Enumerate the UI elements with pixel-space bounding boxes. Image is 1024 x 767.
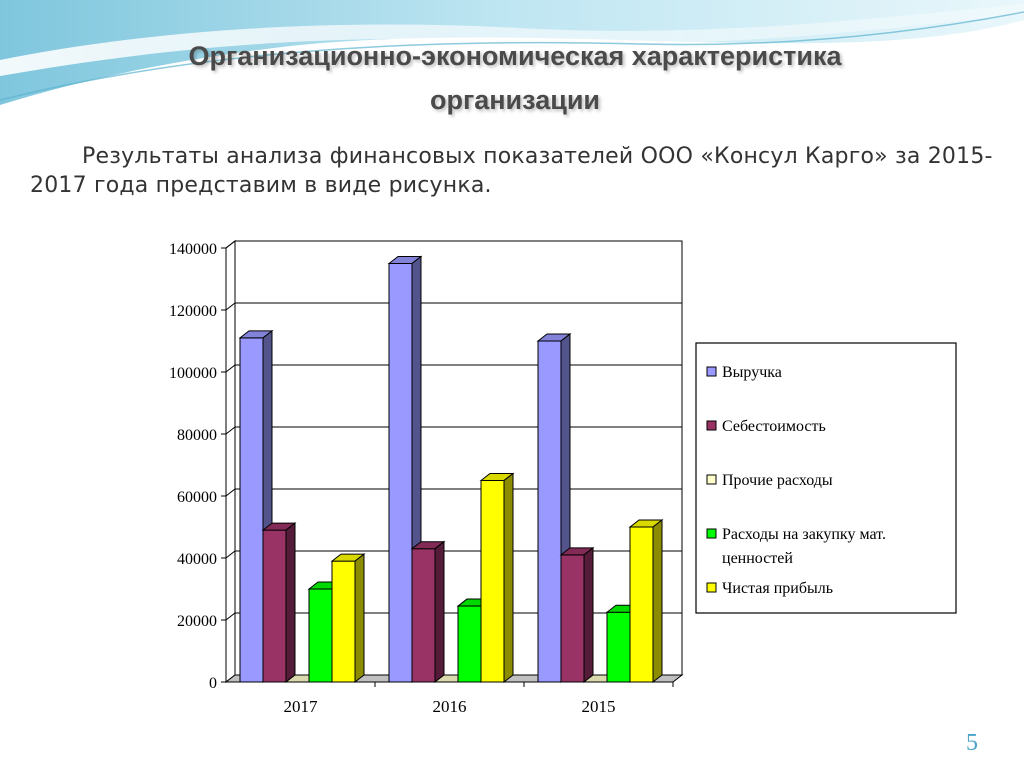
bar-front xyxy=(606,611,631,683)
bar-front xyxy=(560,554,585,683)
legend-item: Прочие расходы xyxy=(706,472,833,489)
bar-front xyxy=(262,529,287,683)
bar-front xyxy=(239,337,264,683)
bar-side xyxy=(285,522,296,684)
gridline xyxy=(225,240,682,249)
bar-side xyxy=(434,540,445,684)
bar-side xyxy=(652,518,663,684)
legend-label: Расходы на закупку мат. ценностей xyxy=(722,526,886,567)
bar-front xyxy=(308,588,333,683)
header-wave xyxy=(0,0,1024,105)
y-tick-label: 60000 xyxy=(177,489,217,506)
bar xyxy=(330,553,366,684)
y-tick-label: 20000 xyxy=(177,613,217,630)
y-tick-label: 100000 xyxy=(169,365,217,382)
slide-title: Организационно-экономическая характерист… xyxy=(80,34,950,122)
legend-label: Выручка xyxy=(722,364,782,381)
bar-front xyxy=(537,340,562,683)
gridline xyxy=(225,302,682,311)
bar xyxy=(479,472,515,684)
bar xyxy=(410,540,446,684)
bar xyxy=(559,546,595,684)
bar-front xyxy=(457,605,482,683)
legend-label: Прочие расходы xyxy=(722,472,833,489)
x-tick-label: 2015 xyxy=(582,697,616,716)
gridline xyxy=(225,612,682,621)
y-tick-label: 80000 xyxy=(177,427,217,444)
legend-item: Себестоимость xyxy=(706,418,826,435)
chart-side-wall xyxy=(225,239,236,684)
chart-axes: 0 20000 40000 60000 80000 100000 120000 140000 2… xyxy=(169,241,674,716)
legend-item: Выручка xyxy=(706,364,782,381)
page-number: 5 xyxy=(966,730,978,756)
chart-bars xyxy=(238,255,664,684)
y-tick-label: 40000 xyxy=(177,551,217,568)
gridline xyxy=(225,364,682,373)
gridline xyxy=(225,550,682,559)
legend-item: Расходы на закупку мат. ценностей xyxy=(706,526,886,567)
legend-label: Чистая прибыль xyxy=(722,580,833,597)
legend-swatch xyxy=(706,420,717,431)
intro-text: Результаты анализа финансовых показателе… xyxy=(30,144,993,198)
y-tick-label: 120000 xyxy=(169,303,217,320)
bar-front xyxy=(480,480,505,683)
bar-front xyxy=(331,560,356,683)
bar xyxy=(261,522,297,684)
bar xyxy=(628,518,664,684)
bar-front xyxy=(388,263,413,683)
legend-item: Чистая прибыль xyxy=(706,580,833,597)
legend-label: Себестоимость xyxy=(722,418,826,435)
legend-box xyxy=(695,342,957,614)
y-tick-label: 140000 xyxy=(169,241,217,258)
chart-legend: Выручка Себестоимость Прочие расходы Расход… xyxy=(695,342,957,614)
legend-swatch xyxy=(706,528,717,539)
bar-side xyxy=(503,472,514,684)
legend-swatch xyxy=(706,366,717,377)
slide-title-line1: Организационно-экономическая характерист… xyxy=(188,41,842,71)
legend-swatch xyxy=(706,474,717,485)
bar-front xyxy=(411,548,436,683)
gridline xyxy=(225,488,682,497)
header-wave-highlight xyxy=(0,4,1024,76)
gridline xyxy=(225,426,682,435)
legend-swatch xyxy=(706,582,717,593)
header-wave-line xyxy=(0,11,1024,101)
x-tick-label: 2016 xyxy=(433,697,467,716)
bar-front xyxy=(629,526,654,683)
bar-side xyxy=(583,546,594,684)
slide-title-line2: организации xyxy=(429,85,601,115)
x-tick-label: 2017 xyxy=(284,697,319,716)
y-tick-label: 0 xyxy=(209,675,217,692)
bar-side xyxy=(354,553,365,684)
